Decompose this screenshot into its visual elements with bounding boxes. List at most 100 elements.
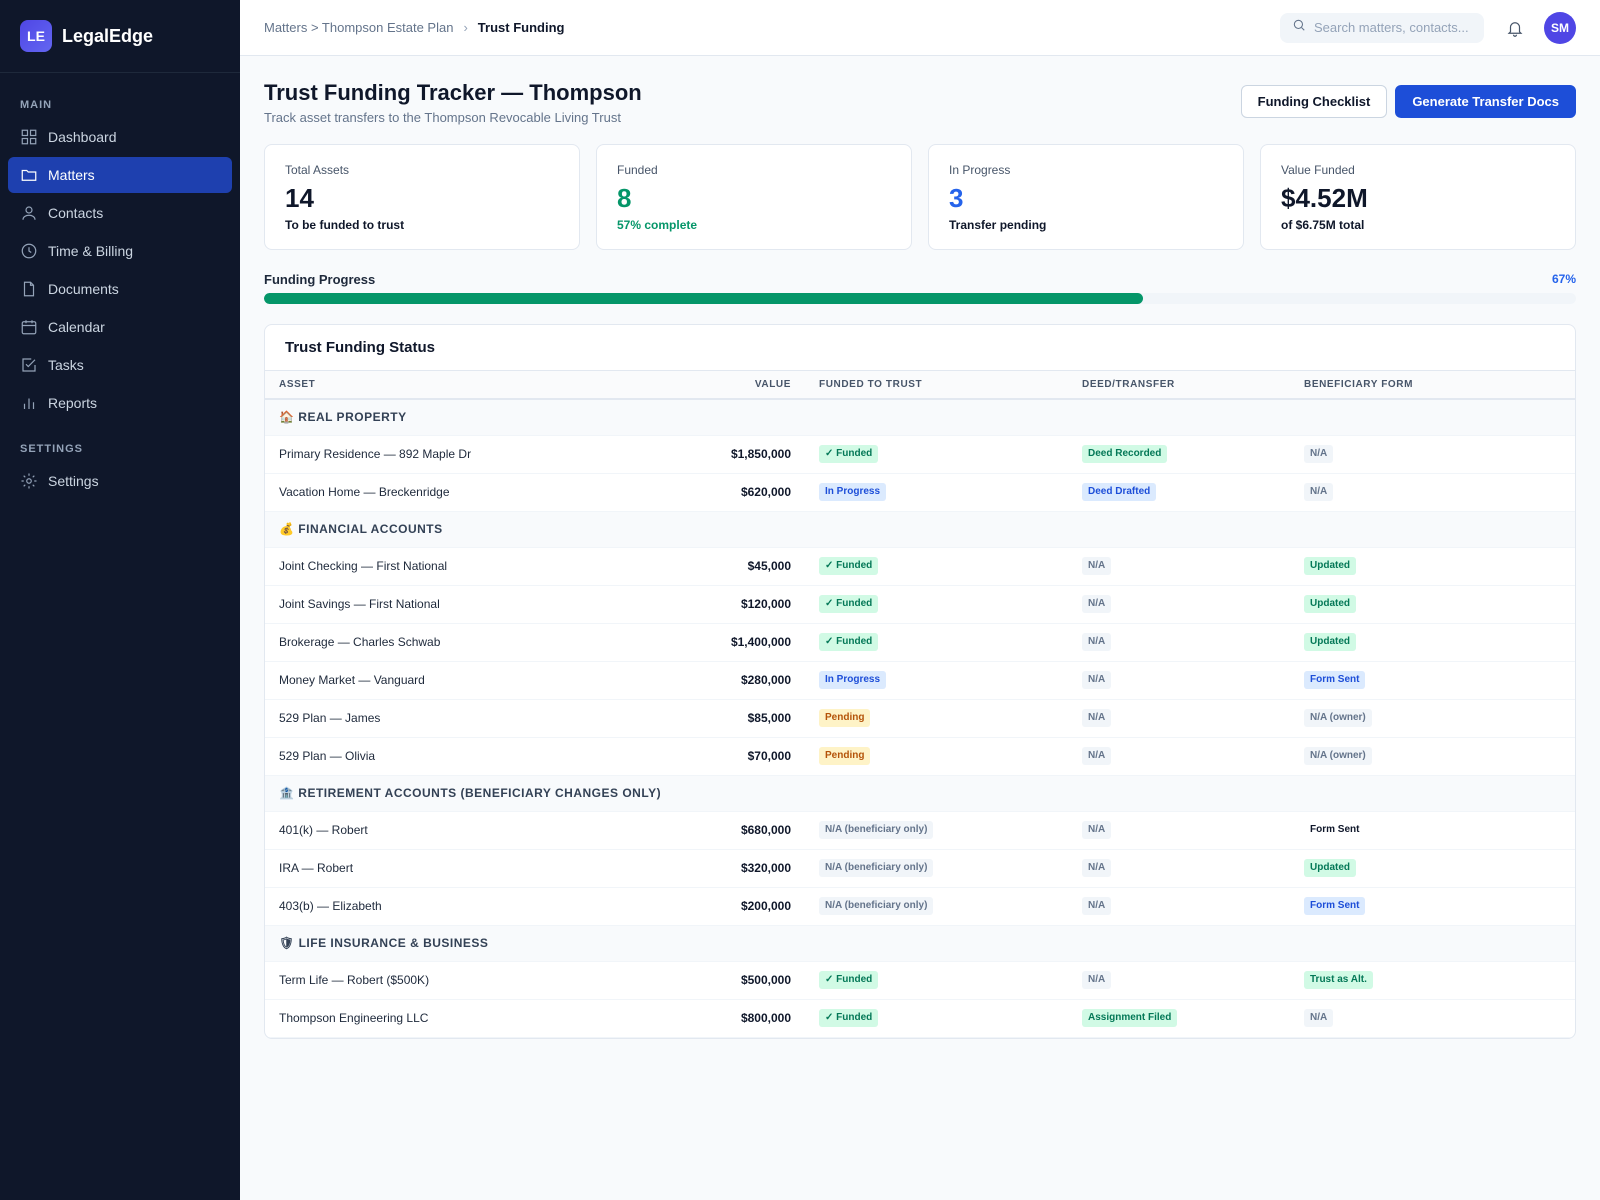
deed-status-cell: N/A bbox=[1068, 961, 1290, 1000]
table-row[interactable]: Primary Residence — 892 Maple Dr $1,850,0… bbox=[265, 435, 1575, 474]
trust-funding-status-card: Trust Funding Status ASSET VALUE FUNDED … bbox=[264, 324, 1576, 1039]
progress-percent: 67% bbox=[1551, 272, 1576, 286]
progress-label: Funding Progress bbox=[264, 272, 376, 287]
beneficiary-status-badge: Updated bbox=[1304, 557, 1356, 575]
sidebar-item-label: Calendar bbox=[48, 319, 105, 335]
deed-status-badge: N/A bbox=[1082, 821, 1112, 839]
card-title: Trust Funding Status bbox=[265, 325, 1575, 371]
asset-value: $200,000 bbox=[705, 887, 805, 926]
beneficiary-status-cell: N/A bbox=[1290, 435, 1575, 474]
sidebar-item-time-billing[interactable]: Time & Billing bbox=[8, 233, 232, 269]
stat-card-funded: Funded 8 57% complete bbox=[596, 144, 912, 250]
sidebar-item-label: Settings bbox=[48, 473, 99, 489]
table-row[interactable]: Vacation Home — Breckenridge $620,000 In P… bbox=[265, 473, 1575, 512]
deed-status-cell: N/A bbox=[1068, 737, 1290, 776]
funded-status-badge: Pending bbox=[819, 709, 871, 727]
nav-settings: Settings bbox=[0, 463, 240, 499]
gear-icon bbox=[20, 472, 38, 490]
nav-section-main: MAIN bbox=[20, 99, 53, 111]
funded-status-cell: N/A (beneficiary only) bbox=[805, 849, 1068, 888]
beneficiary-status-badge: Form Sent bbox=[1304, 671, 1366, 689]
table-row[interactable]: Brokerage — Charles Schwab $1,400,000 ✓ Fu… bbox=[265, 623, 1575, 662]
stat-card-value-funded: Value Funded $4.52M of $6.75M total bbox=[1260, 144, 1576, 250]
deed-status-cell: Assignment Filed bbox=[1068, 999, 1290, 1038]
column-header-beneficiary[interactable]: BENEFICIARY FORM bbox=[1290, 371, 1575, 400]
page-actions: Funding Checklist Generate Transfer Docs bbox=[1240, 85, 1576, 118]
column-header-asset[interactable]: ASSET bbox=[265, 371, 705, 400]
asset-value: $800,000 bbox=[705, 999, 805, 1038]
asset-value: $70,000 bbox=[705, 737, 805, 776]
group-header-row: 💰 FINANCIAL ACCOUNTS bbox=[265, 511, 1575, 548]
sidebar-item-matters[interactable]: Matters bbox=[8, 157, 232, 193]
beneficiary-status-cell: Updated bbox=[1290, 849, 1575, 888]
table-row[interactable]: Joint Checking — First National $45,000 ✓ … bbox=[265, 547, 1575, 586]
sidebar-item-dashboard[interactable]: Dashboard bbox=[8, 119, 232, 155]
funded-status-badge: In Progress bbox=[819, 483, 887, 501]
deed-status-badge: Deed Recorded bbox=[1082, 445, 1168, 463]
table-row[interactable]: Thompson Engineering LLC $800,000 ✓ Funded… bbox=[265, 999, 1575, 1038]
funded-status-cell: In Progress bbox=[805, 473, 1068, 512]
bell-icon[interactable] bbox=[1504, 17, 1526, 39]
stat-label: In Progress bbox=[949, 163, 1011, 177]
funding-checklist-button[interactable]: Funding Checklist bbox=[1240, 85, 1388, 118]
funded-status-cell: Pending bbox=[805, 699, 1068, 738]
funded-status-badge: ✓ Funded bbox=[819, 445, 879, 463]
asset-name: Vacation Home — Breckenridge bbox=[265, 473, 705, 512]
stat-card-in-progress: In Progress 3 Transfer pending bbox=[928, 144, 1244, 250]
breadcrumb-parent[interactable]: Matters > Thompson Estate Plan bbox=[264, 20, 454, 35]
deed-status-cell: N/A bbox=[1068, 547, 1290, 586]
breadcrumb-separator: › bbox=[463, 20, 468, 35]
table-row[interactable]: Term Life — Robert ($500K) $500,000 ✓ Fund… bbox=[265, 961, 1575, 1000]
stat-value: 3 bbox=[949, 183, 964, 213]
deed-status-cell: Deed Recorded bbox=[1068, 435, 1290, 474]
group-header-row: 🛡 LIFE INSURANCE & BUSINESS bbox=[265, 925, 1575, 962]
table-row[interactable]: 529 Plan — James $85,000 Pending N/A N/A (ow… bbox=[265, 699, 1575, 738]
sidebar-item-calendar[interactable]: Calendar bbox=[8, 309, 232, 345]
beneficiary-status-cell: N/A (owner) bbox=[1290, 699, 1575, 738]
deed-status-badge: N/A bbox=[1082, 709, 1112, 727]
funded-status-cell: ✓ Funded bbox=[805, 623, 1068, 662]
table-row[interactable]: Joint Savings — First National $120,000 ✓ … bbox=[265, 585, 1575, 624]
sidebar-item-documents[interactable]: Documents bbox=[8, 271, 232, 307]
stat-value: 8 bbox=[617, 183, 632, 213]
funding-progress: Funding Progress 67% bbox=[264, 272, 1576, 304]
page-title: Trust Funding Tracker — Thompson bbox=[264, 80, 642, 105]
deed-status-badge: N/A bbox=[1082, 971, 1112, 989]
sidebar-item-label: Tasks bbox=[48, 357, 84, 373]
sidebar-item-contacts[interactable]: Contacts bbox=[8, 195, 232, 231]
brand-logo: LE bbox=[20, 20, 52, 52]
table-row[interactable]: IRA — Robert $320,000 N/A (beneficiary onl… bbox=[265, 849, 1575, 888]
sidebar-item-settings[interactable]: Settings bbox=[8, 463, 232, 499]
document-icon bbox=[20, 280, 38, 298]
beneficiary-status-cell: Updated bbox=[1290, 623, 1575, 662]
beneficiary-status-badge: Updated bbox=[1304, 633, 1356, 651]
funded-status-cell: ✓ Funded bbox=[805, 961, 1068, 1000]
table-row[interactable]: 403(b) — Elizabeth $200,000 N/A (beneficia… bbox=[265, 887, 1575, 926]
beneficiary-status-cell: Trust as Alt. bbox=[1290, 961, 1575, 1000]
deed-status-badge: N/A bbox=[1082, 897, 1112, 915]
deed-status-badge: N/A bbox=[1082, 747, 1112, 765]
column-header-funded[interactable]: FUNDED TO TRUST bbox=[805, 371, 1068, 400]
table-row[interactable]: 529 Plan — Olivia $70,000 Pending N/A N/A (o… bbox=[265, 737, 1575, 776]
search-box[interactable] bbox=[1280, 12, 1484, 43]
funded-status-badge: N/A (beneficiary only) bbox=[819, 897, 934, 915]
search-input[interactable] bbox=[1314, 20, 1474, 35]
asset-name: Joint Savings — First National bbox=[265, 585, 705, 624]
asset-name: Money Market — Vanguard bbox=[265, 661, 705, 700]
table-row[interactable]: Money Market — Vanguard $280,000 In Progre… bbox=[265, 661, 1575, 700]
breadcrumb-current: Trust Funding bbox=[477, 20, 565, 35]
table-row[interactable]: 401(k) — Robert $680,000 N/A (beneficiary … bbox=[265, 811, 1575, 850]
funded-status-cell: ✓ Funded bbox=[805, 585, 1068, 624]
brand[interactable]: LE LegalEdge bbox=[0, 0, 240, 73]
asset-name: Primary Residence — 892 Maple Dr bbox=[265, 435, 705, 474]
sidebar-item-tasks[interactable]: Tasks bbox=[8, 347, 232, 383]
column-header-deed[interactable]: DEED/TRANSFER bbox=[1068, 371, 1290, 400]
avatar[interactable]: SM bbox=[1544, 11, 1576, 44]
sidebar-item-reports[interactable]: Reports bbox=[8, 385, 232, 421]
funded-status-cell: N/A (beneficiary only) bbox=[805, 887, 1068, 926]
funded-status-cell: In Progress bbox=[805, 661, 1068, 700]
column-header-value[interactable]: VALUE bbox=[705, 371, 805, 400]
generate-transfer-docs-button[interactable]: Generate Transfer Docs bbox=[1395, 85, 1576, 118]
funded-status-badge: ✓ Funded bbox=[819, 633, 879, 651]
asset-name: 529 Plan — James bbox=[265, 699, 705, 738]
